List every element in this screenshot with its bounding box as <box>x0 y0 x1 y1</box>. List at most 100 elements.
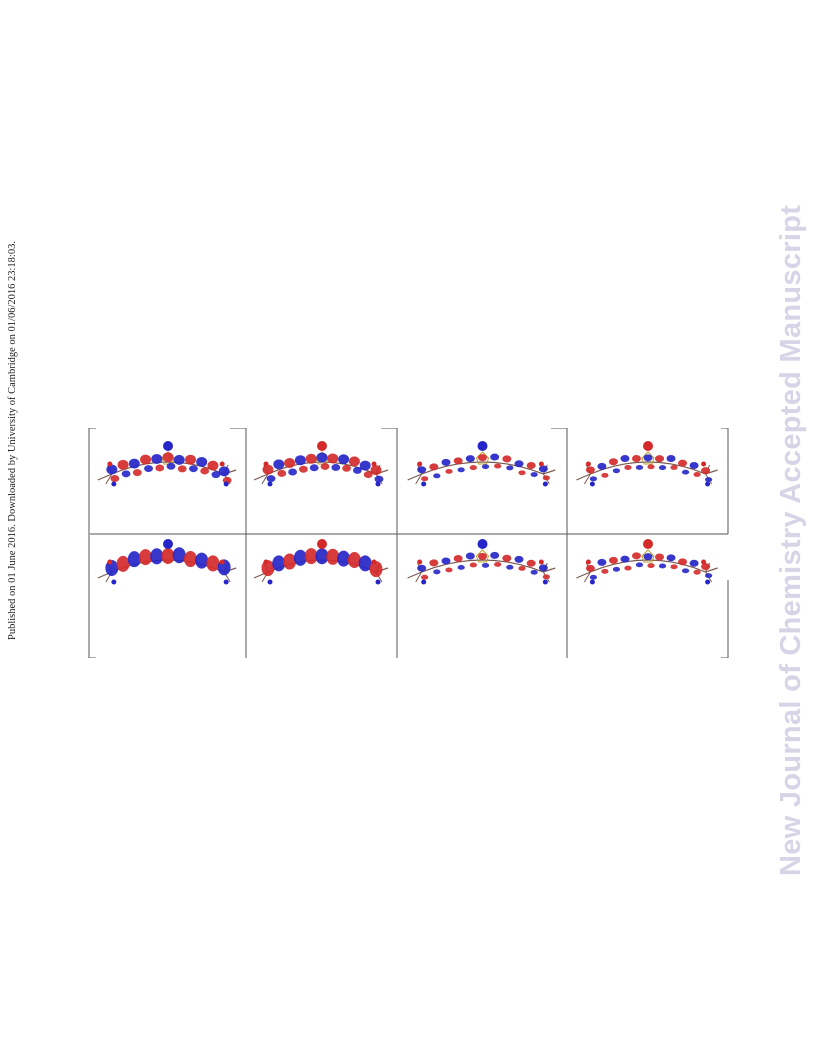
orbital-lobe <box>453 554 463 562</box>
terminal-atom <box>223 579 229 585</box>
orbital-figure <box>88 428 730 658</box>
orbital-lobe <box>353 466 362 474</box>
orbital-lobe <box>299 465 308 473</box>
orbital-lobe <box>309 464 319 472</box>
orbital-lobe <box>490 551 500 559</box>
orbital-lobe <box>273 459 285 470</box>
orbital-lobe <box>481 562 490 568</box>
terminal-atom <box>542 579 548 585</box>
orbital-lobe <box>514 555 524 563</box>
orbital-lobe <box>538 465 548 473</box>
figure-frame <box>88 428 729 658</box>
orbital-lobe <box>211 471 221 479</box>
orbital-lobe <box>701 563 711 571</box>
terminal-atom <box>701 461 707 467</box>
orbital-lobe <box>441 458 451 466</box>
orbital-isosurface-icon <box>407 441 556 487</box>
terminal-atom <box>107 461 113 467</box>
orbital-lobe <box>469 562 477 568</box>
orbital-lobe <box>162 452 174 463</box>
orbital-lobe <box>502 554 512 562</box>
orbital-lobe <box>693 569 701 575</box>
terminal-atom <box>263 559 269 565</box>
orbital-lobe <box>631 552 641 560</box>
orbital-lobe <box>526 559 536 567</box>
orbital-lobe <box>183 551 197 568</box>
orbital-lobe <box>635 465 644 470</box>
orbital-lobe <box>635 562 644 568</box>
terminal-atom <box>371 559 377 565</box>
orbital-lobe <box>370 465 382 476</box>
orbital-figure-svg <box>88 428 729 658</box>
orbital-lobe <box>441 557 451 565</box>
orbital-lobe <box>542 574 550 580</box>
orbital-lobe <box>116 555 130 572</box>
orbital-lobe <box>421 574 429 580</box>
orbital-lobe <box>316 452 328 463</box>
orbital-lobe <box>421 476 429 482</box>
terminal-atom <box>589 579 595 585</box>
terminal-atom <box>375 579 381 585</box>
orbital-lobe <box>620 555 630 563</box>
thiophene-ring <box>475 549 490 563</box>
orbital-lobe <box>693 472 701 477</box>
orbital-lobe-top <box>163 539 173 549</box>
orbital-lobe <box>338 454 350 465</box>
orbital-lobe <box>670 564 678 570</box>
orbital-lobe <box>331 463 341 471</box>
terminal-atom <box>267 481 273 487</box>
orbital-isosurface-icon <box>576 441 718 487</box>
orbital-lobe <box>705 477 713 483</box>
terminal-atom <box>219 461 225 467</box>
orbital-lobe <box>342 464 351 472</box>
orbital-lobe <box>518 565 526 571</box>
orbital-lobe <box>502 455 512 463</box>
terminal-atom <box>371 461 377 467</box>
orbital-lobe <box>363 471 373 479</box>
orbital-isosurface-icon <box>253 441 389 487</box>
orbital-lobe <box>624 565 632 571</box>
orbital-lobe <box>106 464 118 475</box>
orbital-lobe <box>643 454 653 462</box>
terminal-atom <box>701 559 707 565</box>
orbital-lobe <box>144 465 153 473</box>
publication-note: Published on 01 June 2016. Downloaded by… <box>7 241 18 640</box>
orbital-lobe <box>643 553 653 561</box>
orbital-lobe <box>207 460 219 471</box>
orbital-lobe <box>589 476 597 482</box>
orbital-lobe <box>184 454 196 465</box>
orbital-panel-r1c3 <box>407 441 556 487</box>
orbital-lobe <box>705 573 713 579</box>
orbital-lobe <box>161 548 175 565</box>
orbital-lobe <box>305 453 317 464</box>
orbital-lobe <box>620 455 630 463</box>
orbital-lobe-top <box>643 539 653 549</box>
orbital-lobe <box>326 548 340 565</box>
orbital-panel-r2c3 <box>407 539 556 585</box>
orbital-lobe <box>518 470 526 476</box>
orbital-lobe <box>681 469 690 475</box>
orbital-isosurface-icon <box>97 539 237 585</box>
orbital-lobe <box>327 453 339 464</box>
orbital-lobe <box>526 462 536 470</box>
orbital-lobe <box>337 550 351 567</box>
orbital-lobe <box>166 462 176 470</box>
orbital-lobe <box>347 551 361 568</box>
orbital-lobe <box>200 467 210 475</box>
orbital-lobe <box>478 454 487 462</box>
orbital-lobe <box>293 549 307 566</box>
orbital-lobe <box>429 559 439 567</box>
orbital-lobe <box>655 455 665 463</box>
terminal-atom <box>107 559 113 565</box>
orbital-panel-r1c4 <box>576 441 718 487</box>
orbital-lobe <box>277 469 287 477</box>
orbital-lobe <box>272 555 286 572</box>
orbital-lobe <box>369 561 383 578</box>
orbital-lobe <box>151 453 163 464</box>
orbital-lobe <box>294 455 306 466</box>
orbital-lobe <box>445 567 453 573</box>
orbital-panel-r1c2 <box>253 441 389 487</box>
orbital-lobe <box>701 467 711 475</box>
thiophene-ring <box>475 451 490 465</box>
orbital-lobe <box>530 472 538 477</box>
